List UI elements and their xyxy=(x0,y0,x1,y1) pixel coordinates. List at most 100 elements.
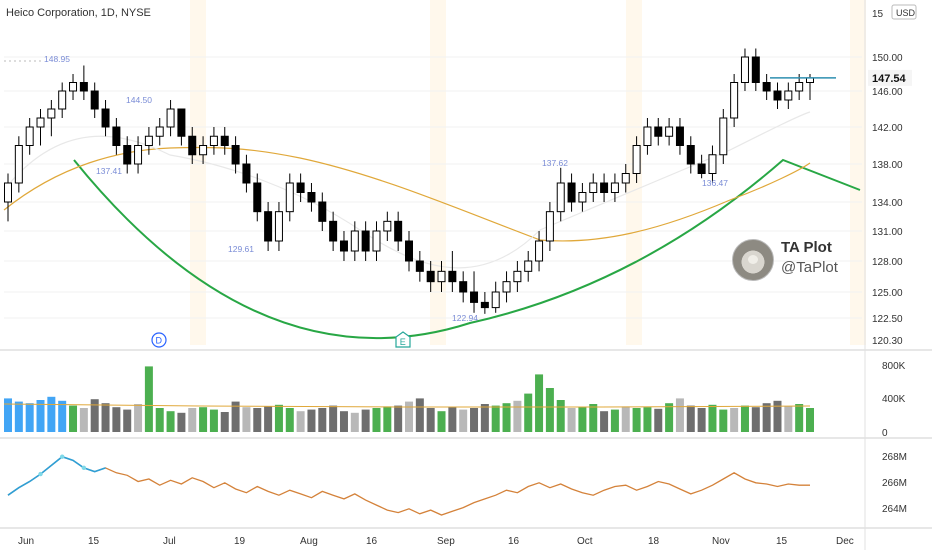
time-axis: Jun 15 Jul 19 Aug 16 Sep 16 Oct 18 Nov 15 Dec xyxy=(18,536,854,547)
candle-body-43 xyxy=(470,291,479,303)
volume-tick-2: 0 xyxy=(882,428,888,439)
candle-body-12 xyxy=(134,145,143,165)
candle-body-9 xyxy=(101,108,110,128)
volume-bar-44 xyxy=(480,404,489,432)
candle-body-28 xyxy=(307,192,316,203)
candle-body-33 xyxy=(361,230,370,252)
volume-bar-53 xyxy=(578,407,587,432)
candle-body-18 xyxy=(199,145,208,156)
candle-body-68 xyxy=(740,56,749,83)
indicator-dot-2 xyxy=(81,465,87,471)
volume-bar-61 xyxy=(665,403,674,432)
candle-body-27 xyxy=(296,182,305,193)
annotation-5: 122.94 xyxy=(452,313,478,323)
cup-curve xyxy=(73,158,861,340)
candle-body-23 xyxy=(253,182,262,213)
volume-bar-71 xyxy=(773,400,782,432)
volume-bar-69 xyxy=(751,407,760,432)
volume-bar-52 xyxy=(567,408,576,432)
time-tick-12: Dec xyxy=(836,536,854,547)
candle-body-64 xyxy=(697,163,706,174)
time-tick-0: Jun xyxy=(18,536,34,547)
candle-body-47 xyxy=(513,270,522,283)
indicator-line xyxy=(7,455,810,516)
time-tick-7: 16 xyxy=(508,536,520,547)
volume-bar-20 xyxy=(220,412,229,432)
candle-body-49 xyxy=(535,240,544,262)
candle-body-41 xyxy=(448,270,457,283)
volume-bar-60 xyxy=(654,408,663,432)
volume-bar-12 xyxy=(134,404,143,432)
volume-average xyxy=(3,403,811,408)
volume-bar-8 xyxy=(90,399,99,432)
price-tick-5: 131.00 xyxy=(872,227,903,238)
indicator-tick-2: 264M xyxy=(882,504,907,515)
band-0 xyxy=(190,0,206,345)
candle-body-6 xyxy=(69,82,78,92)
candle-body-1 xyxy=(14,145,23,184)
price-tick-7: 125.00 xyxy=(872,288,903,299)
time-tick-2: Jul xyxy=(163,536,176,547)
candle-body-48 xyxy=(524,260,533,272)
price-tick-2: 142.00 xyxy=(872,123,903,134)
volume-bar-46 xyxy=(502,403,511,432)
candle-body-5 xyxy=(58,90,67,110)
indicator-dot-1 xyxy=(59,454,65,459)
volume-bar-13 xyxy=(144,366,153,432)
volume-bar-47 xyxy=(513,400,522,432)
time-tick-3: 19 xyxy=(234,536,246,547)
candle-body-0 xyxy=(4,182,12,203)
volume-bar-43 xyxy=(470,408,479,432)
price-tick-top: 15 xyxy=(872,9,884,20)
candle-body-8 xyxy=(90,90,99,110)
price-tick-8: 122.50 xyxy=(872,314,903,325)
price-tick-1: 146.00 xyxy=(872,87,903,98)
brand-block: TA Plot @TaPlot xyxy=(781,239,926,281)
volume-bar-19 xyxy=(209,409,218,432)
volume-bar-62 xyxy=(675,398,684,432)
volume-tick-0: 800K xyxy=(882,361,906,372)
earnings-marker-label: E xyxy=(400,337,406,347)
candle-body-11 xyxy=(123,145,132,165)
volume-bar-68 xyxy=(740,405,749,432)
candle-body-42 xyxy=(459,281,468,293)
volume-bar-21 xyxy=(231,401,240,432)
time-tick-11: 15 xyxy=(776,536,788,547)
band-3 xyxy=(850,0,866,345)
volume-bar-0 xyxy=(4,398,12,432)
volume-bar-37 xyxy=(405,401,413,432)
brand-handle: @TaPlot xyxy=(781,259,838,276)
volume-bar-27 xyxy=(296,411,305,432)
volume-bar-42 xyxy=(459,409,468,432)
candle-body-60 xyxy=(654,126,663,137)
volume-bar-30 xyxy=(329,405,338,432)
volume-bar-64 xyxy=(697,408,706,432)
candle-body-58 xyxy=(632,145,641,174)
volume-bar-38 xyxy=(415,398,424,432)
candle-body-4 xyxy=(47,108,56,119)
candle-body-31 xyxy=(339,240,348,252)
price-tick-3: 138.00 xyxy=(872,160,903,171)
volume-bar-51 xyxy=(556,400,565,432)
volume-bar-17 xyxy=(188,408,197,432)
candle-body-26 xyxy=(285,182,294,213)
volume-bar-72 xyxy=(784,406,793,432)
volume-bar-22 xyxy=(242,407,251,432)
candle-body-38 xyxy=(415,260,424,272)
candle-body-52 xyxy=(567,182,576,203)
candle-body-13 xyxy=(144,135,153,146)
chart-title: Heico Corporation, 1D, NYSE xyxy=(6,7,151,19)
volume-bar-33 xyxy=(361,409,370,432)
volume-bar-34 xyxy=(372,408,381,432)
price-tick-9: 120.30 xyxy=(872,336,903,347)
candle-body-44 xyxy=(480,301,489,309)
candle-body-39 xyxy=(426,270,435,283)
candle-body-61 xyxy=(665,126,674,137)
volume-bar-55 xyxy=(600,411,609,432)
volume-bar-66 xyxy=(719,409,728,432)
volume-bar-14 xyxy=(155,408,164,432)
candle-body-72 xyxy=(784,90,793,101)
